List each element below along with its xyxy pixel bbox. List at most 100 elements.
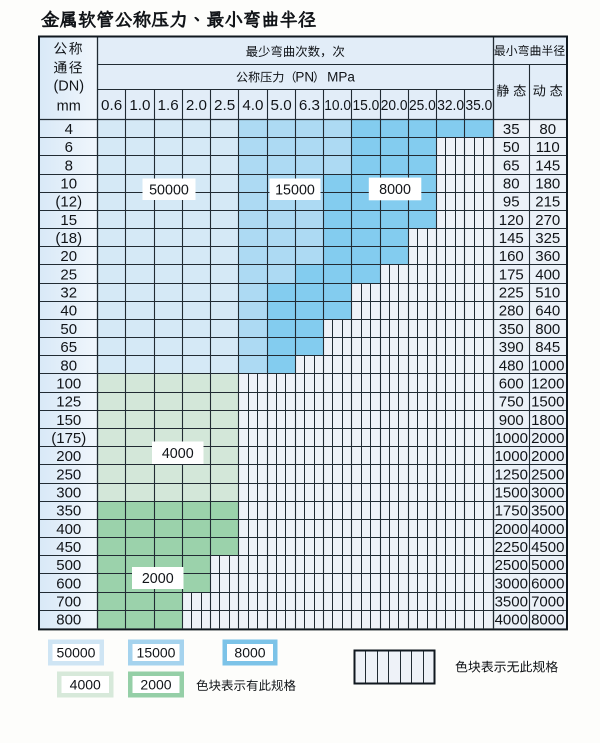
svg-text:325: 325: [535, 230, 560, 247]
svg-text:1000: 1000: [531, 357, 564, 374]
svg-text:2000: 2000: [495, 521, 528, 538]
svg-text:175: 175: [499, 266, 524, 283]
svg-text:32.0: 32.0: [437, 97, 464, 114]
svg-text:PN: PN: [295, 70, 314, 85]
svg-text:145: 145: [535, 157, 560, 174]
svg-text:2.0: 2.0: [186, 97, 207, 114]
svg-text:40: 40: [60, 303, 77, 320]
svg-text:50: 50: [503, 139, 520, 156]
svg-text:8000: 8000: [379, 182, 411, 198]
svg-text:750: 750: [499, 394, 524, 411]
svg-text:25: 25: [60, 266, 77, 283]
svg-text:8: 8: [65, 157, 73, 174]
svg-text:1000: 1000: [495, 448, 528, 465]
svg-text:400: 400: [56, 521, 81, 538]
svg-text:1500: 1500: [531, 394, 564, 411]
svg-text:145: 145: [499, 230, 524, 247]
svg-text:20.0: 20.0: [381, 97, 408, 114]
svg-text:350: 350: [56, 503, 81, 520]
svg-text:150: 150: [56, 412, 81, 429]
svg-text:480: 480: [499, 357, 524, 374]
svg-text:6.3: 6.3: [299, 97, 320, 114]
svg-text:80: 80: [539, 121, 556, 138]
svg-text:8000: 8000: [531, 612, 564, 629]
svg-text:700: 700: [56, 594, 81, 611]
svg-text:6: 6: [65, 139, 73, 156]
svg-text:4000: 4000: [70, 677, 101, 693]
svg-text:0.6: 0.6: [101, 97, 122, 114]
svg-text:640: 640: [535, 303, 560, 320]
svg-text:800: 800: [535, 321, 560, 338]
svg-text:15000: 15000: [137, 645, 176, 661]
svg-text:1200: 1200: [531, 375, 564, 392]
svg-text:2500: 2500: [495, 557, 528, 574]
svg-text:50000: 50000: [149, 182, 189, 198]
svg-text:2000: 2000: [140, 677, 171, 693]
svg-text:250: 250: [56, 466, 81, 483]
svg-text:4.0: 4.0: [242, 97, 263, 114]
svg-text:510: 510: [535, 285, 560, 302]
svg-text:3000: 3000: [531, 484, 564, 501]
svg-text:1800: 1800: [531, 412, 564, 429]
svg-text:10.0: 10.0: [324, 97, 351, 114]
svg-text:1500: 1500: [495, 484, 528, 501]
svg-text:4000: 4000: [495, 612, 528, 629]
svg-text:7000: 7000: [531, 594, 564, 611]
svg-text:4000: 4000: [531, 521, 564, 538]
svg-text:600: 600: [56, 575, 81, 592]
svg-text:15000: 15000: [275, 182, 315, 198]
svg-text:215: 215: [535, 194, 560, 211]
svg-text:110: 110: [536, 139, 560, 156]
svg-text:2.5: 2.5: [214, 97, 235, 114]
svg-text:1.6: 1.6: [158, 97, 179, 114]
svg-text:35.0: 35.0: [465, 97, 492, 114]
svg-text:300: 300: [56, 484, 81, 501]
svg-text:450: 450: [56, 539, 81, 556]
svg-text:800: 800: [56, 612, 81, 629]
svg-text:6000: 6000: [531, 575, 564, 592]
svg-text:95: 95: [503, 194, 520, 211]
svg-text:360: 360: [535, 248, 560, 265]
svg-text:(175): (175): [51, 430, 86, 447]
svg-text:4500: 4500: [531, 539, 564, 556]
svg-text:50000: 50000: [57, 645, 96, 661]
svg-text:(DN): (DN): [53, 79, 84, 95]
svg-text:3500: 3500: [531, 503, 564, 520]
svg-text:125: 125: [56, 394, 81, 411]
svg-text:3500: 3500: [495, 594, 528, 611]
svg-text:100: 100: [56, 375, 81, 392]
svg-text:845: 845: [535, 339, 560, 356]
svg-text:8000: 8000: [234, 645, 265, 661]
svg-text:120: 120: [499, 212, 524, 229]
svg-text:(18): (18): [55, 230, 82, 247]
svg-text:MPa: MPa: [327, 70, 355, 85]
svg-text:500: 500: [56, 557, 81, 574]
svg-text:4000: 4000: [162, 446, 194, 462]
svg-text:80: 80: [503, 176, 520, 193]
svg-text:1.0: 1.0: [129, 97, 150, 114]
svg-text:160: 160: [499, 248, 524, 265]
svg-text:400: 400: [535, 266, 560, 283]
svg-text:225: 225: [499, 285, 524, 302]
svg-text:1250: 1250: [495, 466, 528, 483]
svg-text:35: 35: [503, 121, 520, 138]
svg-text:25.0: 25.0: [409, 97, 436, 114]
svg-text:2500: 2500: [531, 466, 564, 483]
svg-text:32: 32: [60, 285, 77, 302]
svg-text:1750: 1750: [495, 503, 528, 520]
svg-text:1000: 1000: [495, 430, 528, 447]
svg-text:2000: 2000: [531, 430, 564, 447]
svg-text:180: 180: [535, 176, 560, 193]
svg-text:600: 600: [499, 375, 524, 392]
svg-text:10: 10: [60, 176, 77, 193]
svg-text:50: 50: [60, 321, 77, 338]
svg-text:3000: 3000: [495, 575, 528, 592]
svg-text:2250: 2250: [495, 539, 528, 556]
svg-text:5.0: 5.0: [271, 97, 292, 114]
svg-text:65: 65: [60, 339, 77, 356]
svg-text:(12): (12): [55, 194, 82, 211]
svg-text:5000: 5000: [531, 557, 564, 574]
svg-text:65: 65: [503, 157, 520, 174]
svg-text:270: 270: [535, 212, 560, 229]
svg-text:2000: 2000: [531, 448, 564, 465]
